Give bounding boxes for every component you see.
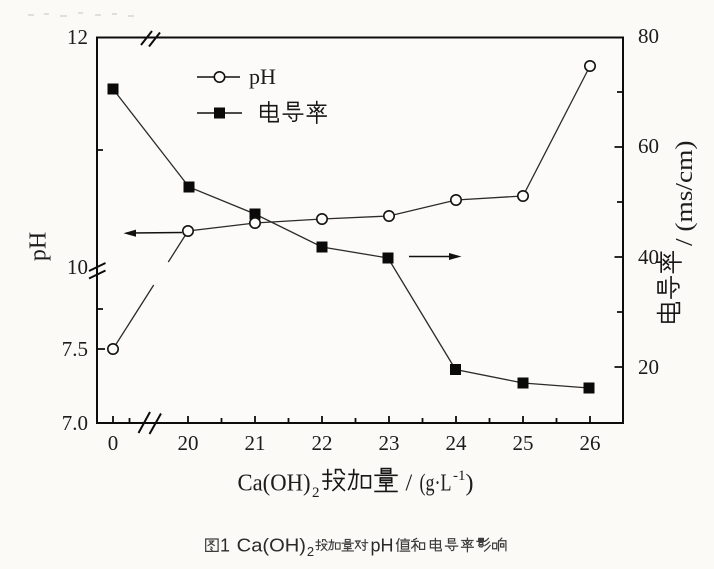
svg-text:Ca(OH): Ca(OH) [237,536,306,556]
svg-text:2: 2 [307,544,314,559]
svg-text:60: 60 [638,134,659,158]
svg-text:Ca(OH): Ca(OH) [238,471,311,497]
svg-text:2: 2 [312,485,320,501]
svg-text:21: 21 [245,431,266,455]
svg-text:): ) [466,471,474,497]
svg-text:80: 80 [638,24,659,48]
svg-text:/ (ms/cm): / (ms/cm) [672,141,698,247]
svg-text:20: 20 [638,355,659,379]
svg-text:-1: -1 [453,468,466,484]
svg-text:1: 1 [220,536,230,556]
svg-text:40: 40 [638,245,659,269]
svg-text:7.5: 7.5 [62,337,88,361]
svg-text:23: 23 [379,431,400,455]
svg-text:(g·L: (g·L [420,471,452,497]
svg-text:pH: pH [26,232,52,261]
svg-text:pH: pH [371,536,394,556]
svg-text:12: 12 [67,25,88,49]
svg-text:24: 24 [446,431,468,455]
svg-text:25: 25 [513,431,534,455]
svg-text:/: / [406,471,413,497]
svg-text:7.0: 7.0 [62,411,88,435]
svg-text:22: 22 [312,431,333,455]
svg-text:26: 26 [580,431,601,455]
svg-text:20: 20 [178,431,199,455]
svg-text:pH: pH [249,64,276,89]
svg-text:10: 10 [67,255,88,279]
svg-text:0: 0 [108,431,119,455]
